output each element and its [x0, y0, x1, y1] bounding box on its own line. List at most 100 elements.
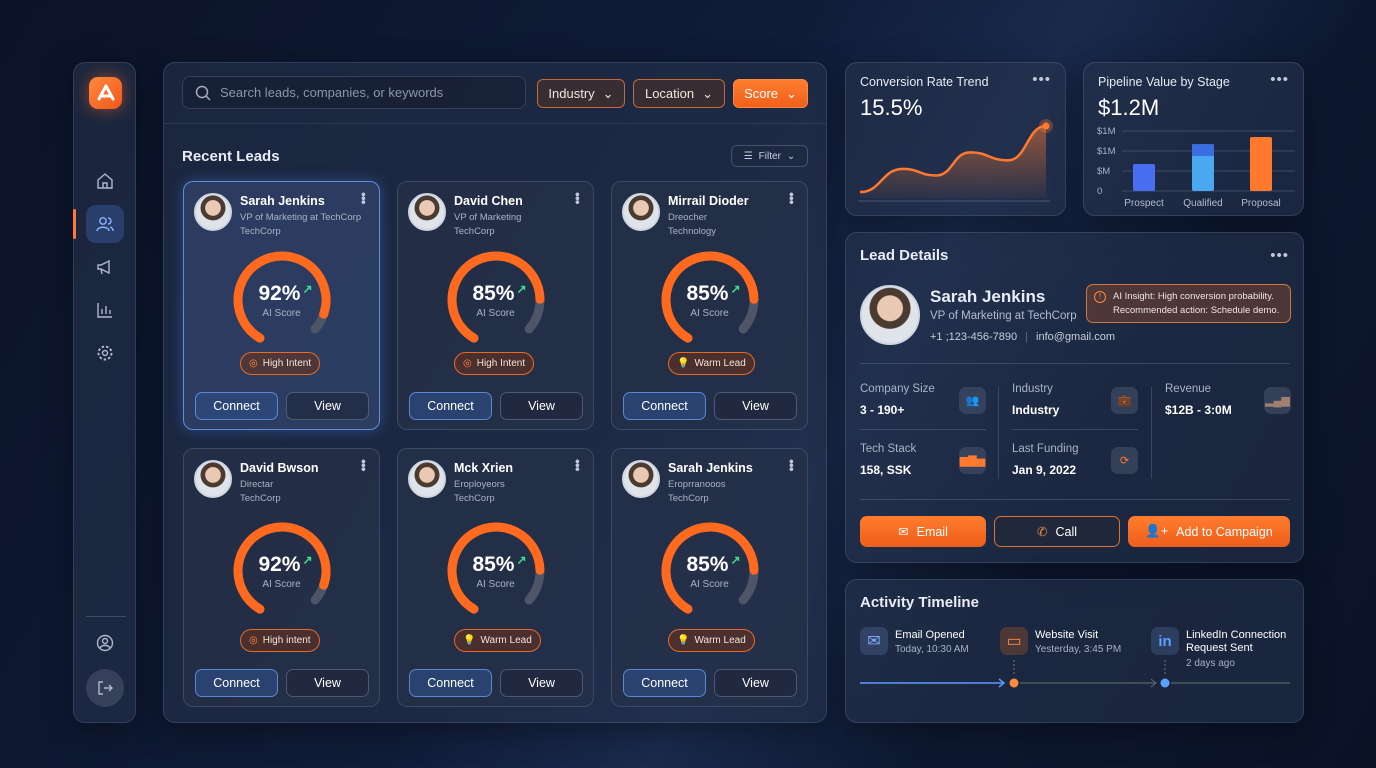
lead-role: VP of Marketing at TechCorp — [930, 310, 1077, 322]
sidebar-item-home[interactable] — [86, 162, 124, 200]
call-button[interactable]: ✆ Call — [994, 516, 1120, 547]
filter-icon: ☰ — [743, 150, 753, 162]
app-logo[interactable] — [89, 77, 122, 109]
score-text: 92% — [258, 282, 301, 305]
logout-button[interactable] — [86, 669, 124, 707]
more-icon[interactable]: ••• — [1032, 71, 1051, 88]
sidebar-item-analytics[interactable] — [86, 291, 124, 329]
lead-name: Sarah Jenkins — [668, 461, 753, 475]
more-vertical-icon[interactable]: ••• — [570, 459, 586, 471]
lead-card[interactable]: David Bwson Directar TechCorp ••• 92% ↗ AI… — [183, 448, 380, 707]
lead-email[interactable]: info@gmail.com — [1036, 331, 1116, 343]
conversion-chart — [858, 119, 1053, 202]
view-button[interactable]: View — [714, 669, 797, 697]
score-dropdown[interactable]: Score ⌄ — [733, 79, 808, 108]
lead-title: VP of Marketing at TechCorp — [240, 212, 362, 223]
connect-button[interactable]: Connect — [623, 669, 706, 697]
more-icon[interactable]: ••• — [1270, 71, 1289, 88]
trend-up-icon: ↗ — [516, 282, 527, 296]
sidebar-item-profile[interactable] — [86, 624, 124, 662]
toolbar: Industry ⌄ Location ⌄ Score ⌄ — [164, 63, 826, 124]
divider — [860, 363, 1290, 364]
score-value: 85% ↗ — [612, 553, 807, 577]
lead-card[interactable]: Sarah Jenkins Eroprranooos TechCorp ••• 8… — [611, 448, 808, 707]
avatar — [194, 193, 232, 231]
dropdown-label: Location — [644, 86, 695, 101]
button-label: Add to Campaign — [1176, 524, 1273, 539]
field-value: Jan 9, 2022 — [1012, 463, 1077, 477]
trend-line — [859, 124, 1047, 194]
more-vertical-icon[interactable]: ••• — [356, 192, 372, 204]
dropdown-label: Score — [744, 86, 779, 101]
avatar — [860, 285, 920, 345]
more-vertical-icon[interactable]: ••• — [570, 192, 586, 204]
badge-label: Warm Lead — [480, 635, 532, 646]
lead-company: TechCorp — [240, 226, 281, 237]
view-button[interactable]: View — [714, 392, 797, 420]
search-input[interactable] — [220, 85, 510, 100]
y-tick-label: 0 — [1097, 186, 1102, 197]
lead-card[interactable]: Sarah Jenkins VP of Marketing at TechCor… — [183, 181, 380, 430]
connect-button[interactable]: Connect — [195, 392, 278, 420]
user-circle-icon — [96, 634, 114, 652]
lead-card[interactable]: Mck Xrien Eroployeors TechCorp ••• 85% ↗ A… — [397, 448, 594, 707]
industry-dropdown[interactable]: Industry ⌄ — [537, 79, 625, 108]
logout-icon — [98, 681, 113, 695]
sidebar-item-leads[interactable] — [73, 205, 124, 243]
location-dropdown[interactable]: Location ⌄ — [633, 79, 725, 108]
connect-button[interactable]: Connect — [409, 669, 492, 697]
view-button[interactable]: View — [286, 392, 369, 420]
sidebar-item-settings[interactable] — [86, 334, 124, 372]
view-button[interactable]: View — [500, 392, 583, 420]
more-vertical-icon[interactable]: ••• — [784, 459, 800, 471]
home-icon — [97, 173, 113, 189]
target-icon: ◎ — [249, 358, 258, 369]
connect-button[interactable]: Connect — [623, 392, 706, 420]
score-text: 85% — [472, 282, 515, 305]
trend-up-icon: ↗ — [302, 553, 313, 567]
field-value: Industry — [1012, 403, 1060, 417]
badge-label: High Intent — [262, 358, 312, 369]
gauge-fill — [661, 522, 759, 620]
panel-title: Activity Timeline — [860, 594, 979, 611]
lead-name: Sarah Jenkins — [930, 287, 1046, 306]
more-vertical-icon[interactable]: ••• — [356, 459, 372, 471]
lead-details-panel: Lead Details ••• Sarah Jenkins VP of Mar… — [845, 232, 1304, 563]
sidebar-divider — [86, 616, 126, 617]
sidebar-item-campaigns[interactable] — [86, 248, 124, 286]
connect-button[interactable]: Connect — [409, 392, 492, 420]
search-bar[interactable] — [182, 76, 526, 109]
lead-phone[interactable]: +1 ;123-456-7890 — [930, 331, 1018, 343]
lead-company: TechCorp — [668, 493, 709, 504]
lead-title: VP of Marketing — [454, 212, 522, 223]
lead-card[interactable]: Mirrail Dioder Dreocher Technology ••• 85… — [611, 181, 808, 430]
lead-name: Mck Xrien — [454, 461, 514, 475]
avatar — [408, 193, 446, 231]
lead-card[interactable]: David Chen VP of Marketing TechCorp ••• 8… — [397, 181, 594, 430]
more-icon[interactable]: ••• — [1270, 247, 1289, 264]
score-value: 85% ↗ — [398, 553, 593, 577]
score-gauge — [661, 522, 759, 620]
view-button[interactable]: View — [500, 669, 583, 697]
leads-panel: Industry⌄ Location⌄ Score⌄ Recent Leads … — [163, 62, 827, 723]
score-value: 92% ↗ — [184, 553, 379, 577]
add-to-campaign-button[interactable]: 👤+ Add to Campaign — [1128, 516, 1290, 547]
filter-label: Filter — [758, 150, 781, 162]
field-value: $12B - 3:0M — [1165, 403, 1232, 417]
lead-role: VP of Marketing TechCorp — [454, 211, 521, 239]
event-title-line: LinkedIn Connection — [1186, 629, 1287, 641]
score-text: 85% — [686, 282, 729, 305]
connect-button[interactable]: Connect — [195, 669, 278, 697]
gear-icon — [97, 345, 113, 361]
email-button[interactable]: ✉ Email — [860, 516, 986, 547]
bar-chart-icon: ▆▇▅ — [959, 447, 986, 474]
users-icon — [96, 217, 114, 232]
separator: | — [1025, 331, 1029, 343]
score-value: 92% ↗ — [184, 282, 379, 306]
briefcase-icon: 💼 — [1111, 387, 1138, 414]
divider — [860, 499, 1290, 500]
view-button[interactable]: View — [286, 669, 369, 697]
filter-button[interactable]: ☰ Filter ⌄ — [731, 145, 808, 167]
more-vertical-icon[interactable]: ••• — [784, 192, 800, 204]
trend-up-icon: ↗ — [516, 553, 527, 567]
